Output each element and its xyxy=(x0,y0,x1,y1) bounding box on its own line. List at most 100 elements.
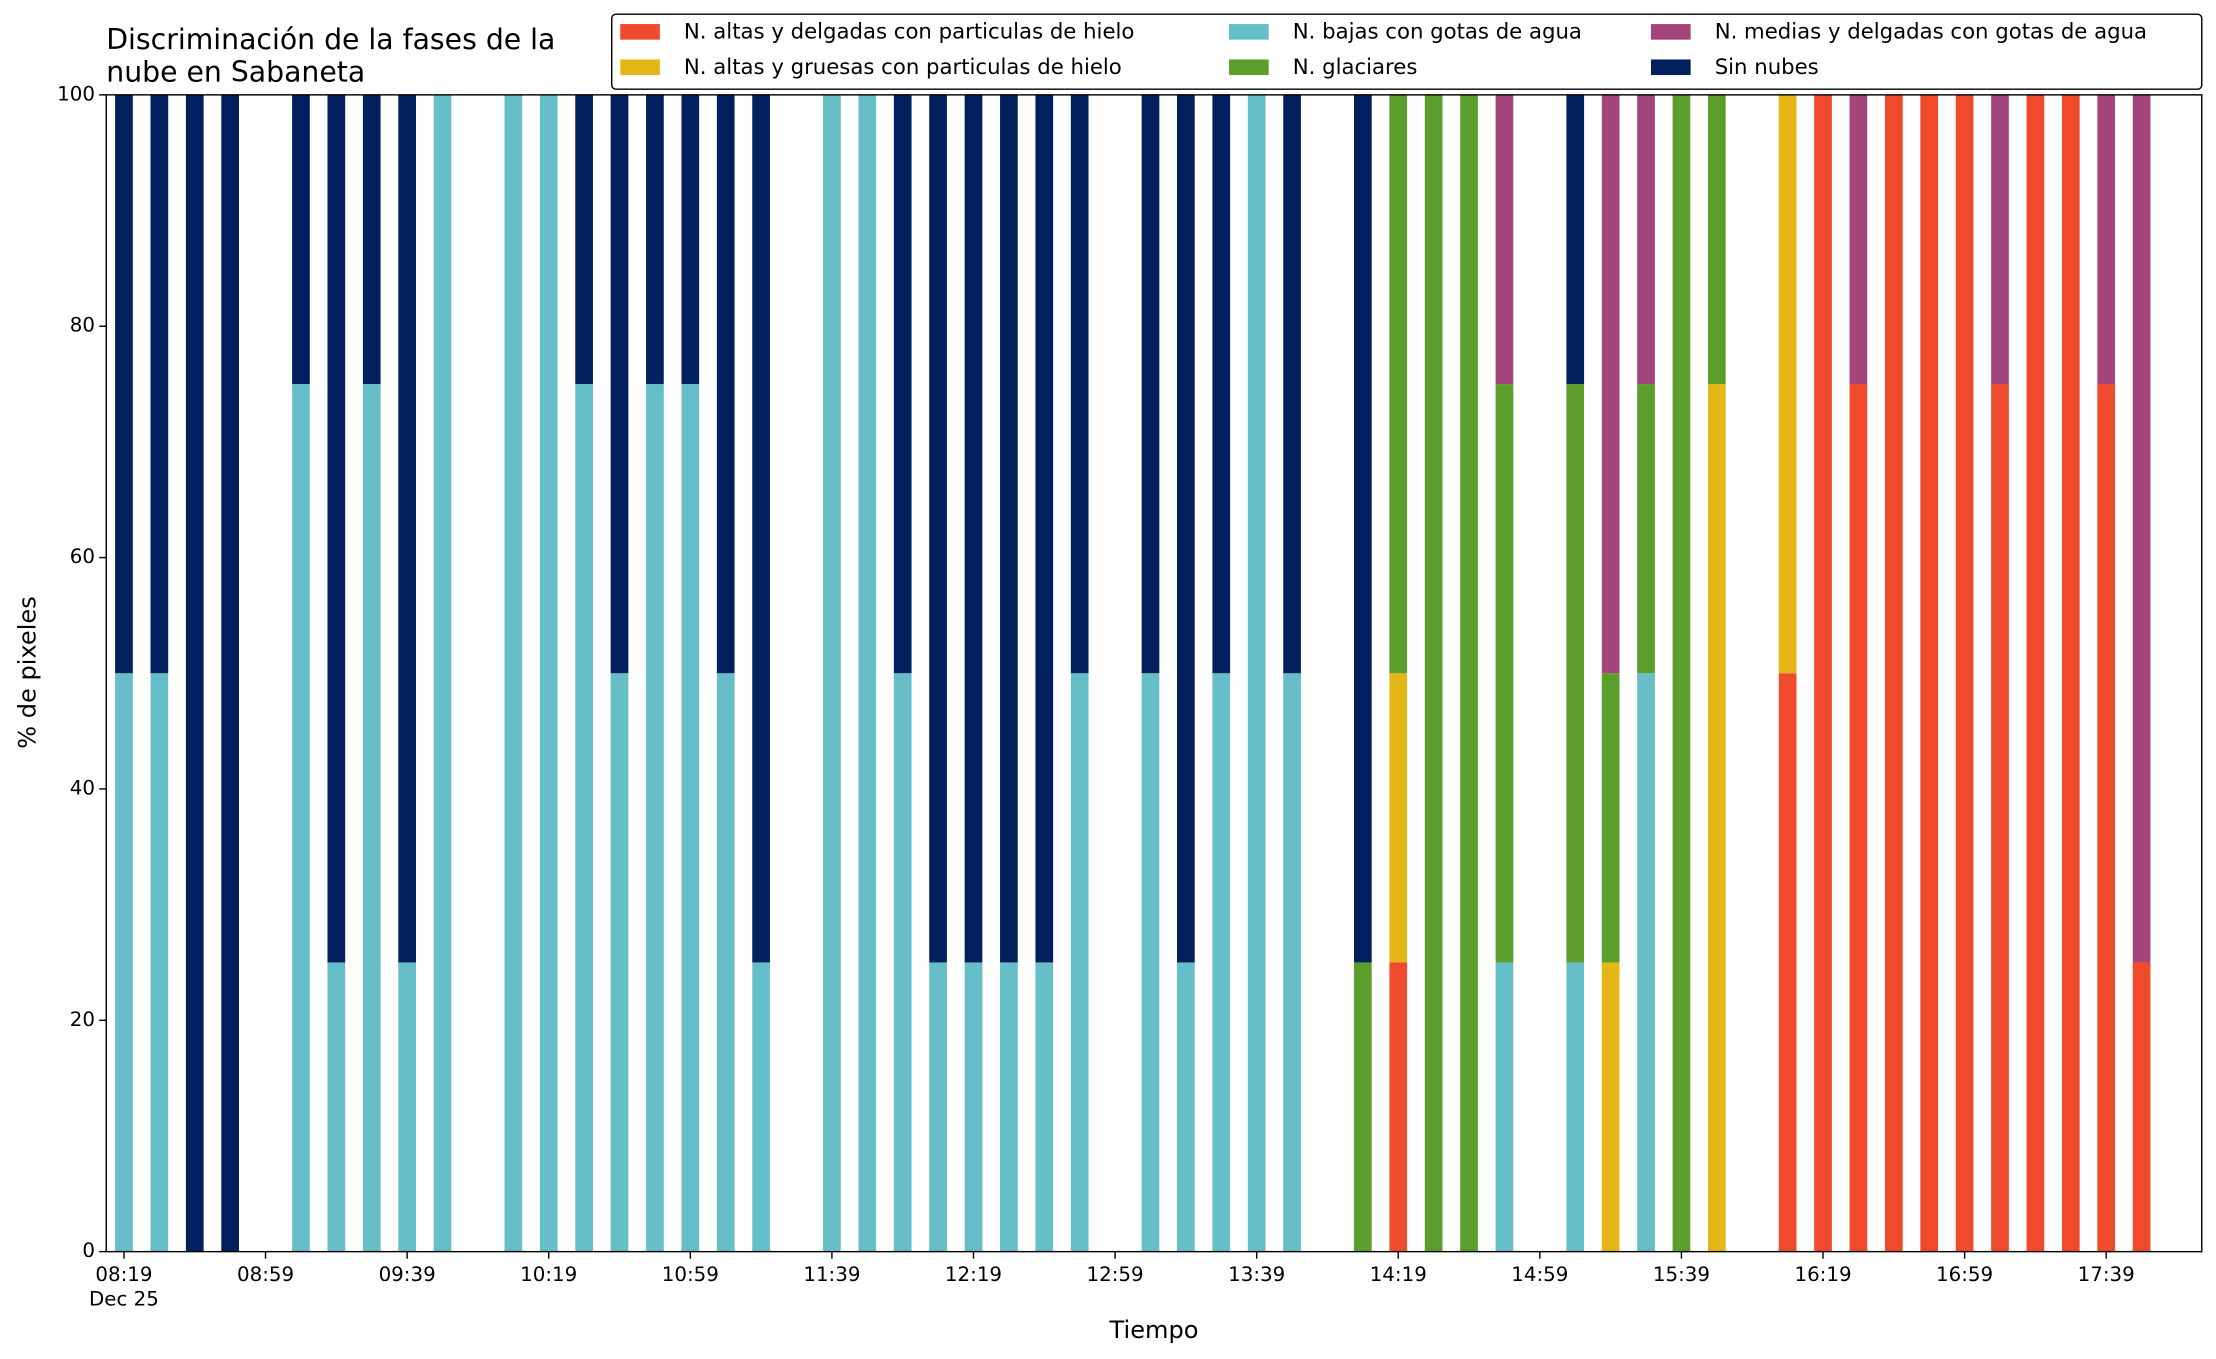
legend-label: N. medias y delgadas con gotas de agua xyxy=(1715,20,2147,45)
bar-segment xyxy=(2132,94,2151,963)
x-tick-label: 17:39 xyxy=(2078,1263,2135,1286)
bar-segment xyxy=(1460,94,1478,1252)
x-tick-label: 09:39 xyxy=(379,1263,436,1286)
x-tick-label: 08:59 xyxy=(237,1263,294,1286)
bar-segment xyxy=(893,94,912,674)
bar-segment xyxy=(1247,94,1266,1252)
x-tick-label: 14:59 xyxy=(1511,1263,1568,1286)
bar-segment xyxy=(398,94,416,963)
bar-segment xyxy=(1566,384,1585,963)
bar-segment xyxy=(1778,94,1797,674)
bar-segment xyxy=(575,384,593,1252)
y-tick-label: 20 xyxy=(70,1008,95,1031)
bar-segment xyxy=(646,384,664,1252)
bar-segment xyxy=(929,94,947,963)
bar-segment xyxy=(292,94,310,385)
legend-swatch xyxy=(620,59,660,76)
bar-segment xyxy=(1141,94,1160,674)
x-tick-label: 11:39 xyxy=(803,1263,860,1286)
bar-segment xyxy=(716,673,735,1252)
bar-segment xyxy=(1637,673,1655,1252)
bar-segment xyxy=(1354,962,1372,1252)
bar-segment xyxy=(327,962,346,1252)
bar-segment xyxy=(1991,94,2009,385)
bar-segment xyxy=(1354,94,1372,963)
bar-segment xyxy=(1495,94,1514,385)
bar-segment xyxy=(1778,673,1797,1252)
y-tick-label: 40 xyxy=(70,776,95,799)
x-tick-label: 16:19 xyxy=(1794,1263,1851,1286)
legend-swatch xyxy=(1229,59,1269,76)
bar-segment xyxy=(1212,673,1231,1252)
bar-segment xyxy=(327,94,346,963)
bar-segment xyxy=(2097,94,2116,385)
x-tick-label: 08:19 xyxy=(95,1263,152,1286)
bar-segment xyxy=(1389,94,1408,674)
x-tick-label: 15:39 xyxy=(1653,1263,1710,1286)
bar-segment xyxy=(646,94,664,385)
bar-segment xyxy=(1141,673,1160,1252)
bar-segment xyxy=(2097,384,2116,1252)
bar-segment xyxy=(1283,94,1301,674)
bar-segment xyxy=(1566,94,1585,385)
legend-label: N. altas y gruesas con particulas de hie… xyxy=(684,55,1122,80)
bar-segment xyxy=(1070,94,1089,674)
bar-segment xyxy=(2026,94,2045,1252)
bar-segment xyxy=(150,673,169,1252)
bar-segment xyxy=(433,94,452,1252)
bar-segment xyxy=(681,384,700,1252)
legend-swatch xyxy=(620,24,660,40)
bar-segment xyxy=(1035,94,1054,963)
bar-segment xyxy=(1991,384,2009,1252)
bar-segment xyxy=(1566,962,1585,1252)
x-tick-label: 13:39 xyxy=(1228,1263,1285,1286)
bar-segment xyxy=(1283,673,1301,1252)
bar-segment xyxy=(1672,94,1691,1252)
bar-segment xyxy=(1424,94,1443,1252)
legend-label: Sin nubes xyxy=(1715,55,1819,80)
bar-segment xyxy=(610,94,629,674)
bar-segment xyxy=(1637,94,1655,385)
y-axis-label: % de pixeles xyxy=(13,596,41,749)
bar-segment xyxy=(1212,94,1231,674)
bar-segment xyxy=(858,94,877,1252)
bar-segment xyxy=(221,94,240,1252)
x-tick-label: 14:19 xyxy=(1370,1263,1427,1286)
bar-segment xyxy=(1884,94,1903,1252)
bar-segment xyxy=(752,94,770,963)
bar-segment xyxy=(610,673,629,1252)
bar-segment xyxy=(1707,384,1726,1252)
x-date-label: Dec 25 xyxy=(89,1287,159,1310)
x-tick-label: 10:59 xyxy=(662,1263,719,1286)
chart-title: Discriminación de la fases de la xyxy=(106,23,555,56)
y-tick-label: 60 xyxy=(70,545,95,568)
bar-segment xyxy=(1495,384,1514,963)
x-tick-label: 12:19 xyxy=(945,1263,1002,1286)
legend-swatch xyxy=(1650,24,1691,40)
bar-segment xyxy=(1920,94,1939,1252)
x-tick-label: 10:19 xyxy=(520,1263,577,1286)
x-axis-label: Tiempo xyxy=(1109,1316,1199,1344)
bar-segment xyxy=(362,94,381,385)
bar-segment xyxy=(504,94,523,1252)
chart-title: nube en Sabaneta xyxy=(106,56,365,89)
bar-segment xyxy=(1389,673,1408,963)
legend-label: N. bajas con gotas de agua xyxy=(1293,20,1582,45)
bar-segment xyxy=(362,384,381,1252)
bar-segment xyxy=(1601,962,1620,1252)
bar-segment xyxy=(1849,94,1868,385)
bar-segment xyxy=(292,384,310,1252)
legend-label: N. altas y delgadas con particulas de hi… xyxy=(684,20,1134,45)
bar-segment xyxy=(1035,962,1054,1252)
bar-segment xyxy=(1000,962,1018,1252)
bar-segment xyxy=(823,94,841,1252)
x-tick-label: 16:59 xyxy=(1936,1263,1993,1286)
bar-segment xyxy=(929,962,947,1252)
bar-segment xyxy=(185,94,204,1252)
bar-segment xyxy=(575,94,593,385)
bar-segment xyxy=(1637,384,1655,674)
bar-segment xyxy=(1814,94,1832,1252)
legend-box xyxy=(611,13,2203,90)
bar-segment xyxy=(681,94,700,385)
